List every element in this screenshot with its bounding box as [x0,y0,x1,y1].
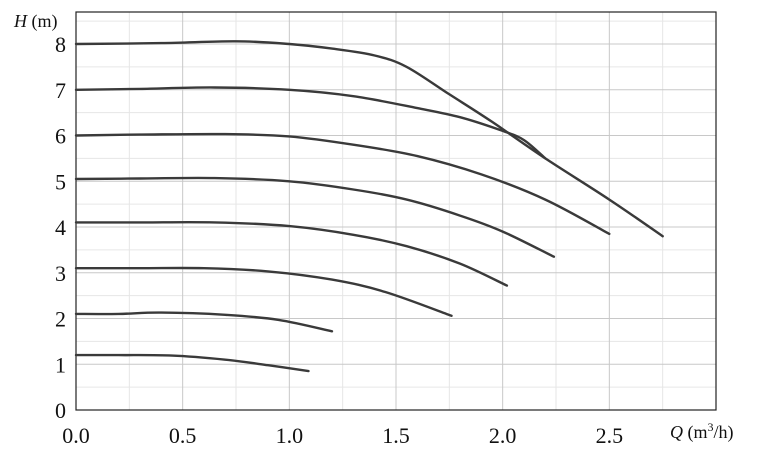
x-axis-ticks: 0.0 0.5 1.0 1.5 2.0 2.5 [62,423,623,448]
x-axis-unit-sup: 3 [708,420,714,434]
series-line-7 [74,311,334,333]
x-tick-label: 2.0 [489,423,517,448]
x-axis-symbol: Q [670,422,683,442]
y-tick-label: 6 [55,124,66,149]
x-tick-label: 0.0 [62,423,90,448]
series-line-3 [74,132,611,236]
y-tick-label: 7 [55,78,66,103]
plot-frame [75,11,717,411]
y-axis-symbol: H [13,11,28,31]
x-tick-label: 1.5 [382,423,410,448]
x-tick-label: 0.5 [169,423,197,448]
series-curves [74,40,664,373]
x-axis-label: Q (m3/h) [670,420,734,443]
y-tick-label: 4 [55,215,66,240]
y-tick-label: 8 [55,32,66,57]
grid [76,12,716,410]
y-tick-label: 5 [55,169,66,194]
y-axis-unit: (m) [27,11,58,32]
y-axis-ticks: 0 1 2 3 4 5 6 7 8 [55,32,66,423]
y-tick-label: 3 [55,261,66,286]
series-line-2 [74,86,547,160]
x-tick-label: 2.5 [596,423,624,448]
series-line-8 [74,353,310,373]
x-tick-label: 1.0 [276,423,304,448]
series-line-1 [74,40,664,238]
x-axis-unit-pre: (m [683,422,708,443]
series-line-4 [74,176,556,258]
y-tick-label: 1 [55,352,66,377]
x-axis-unit-post: /h) [714,422,734,443]
series-line-6 [74,266,453,317]
y-tick-label: 0 [55,398,66,423]
y-tick-label: 2 [55,307,66,332]
y-axis-label: H (m) [13,11,58,32]
series-line-5 [74,220,509,287]
